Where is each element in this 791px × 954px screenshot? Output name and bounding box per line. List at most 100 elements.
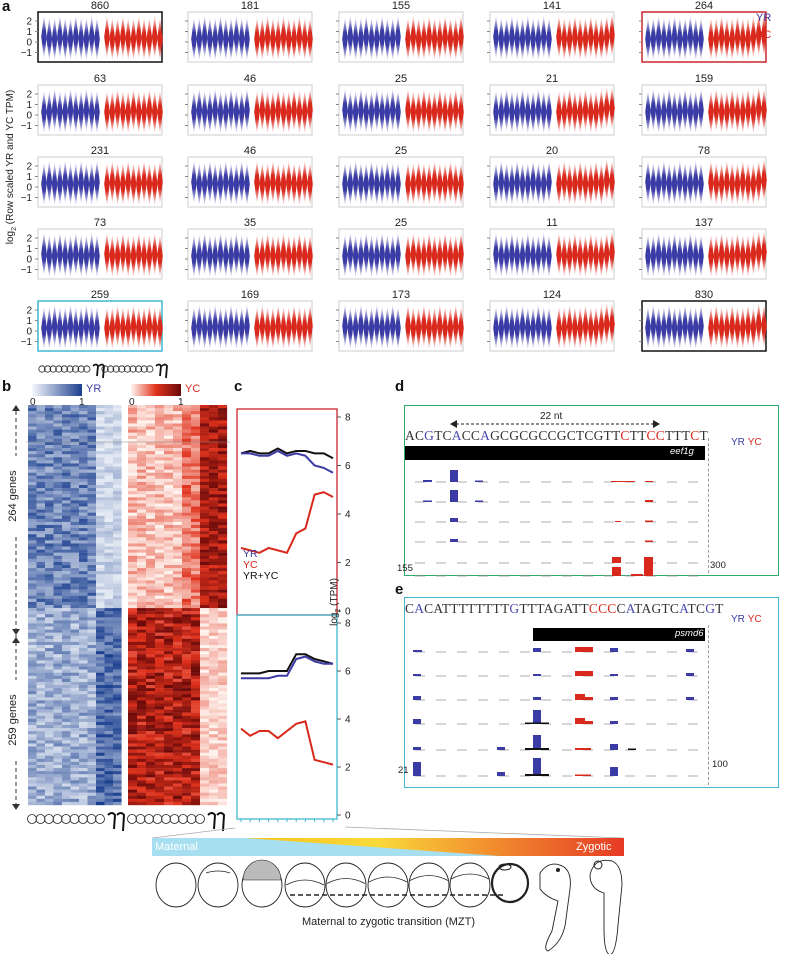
heat-cell xyxy=(96,521,105,526)
heat-cell xyxy=(191,552,201,556)
heat-cell xyxy=(79,795,88,800)
heat-cell xyxy=(209,700,219,704)
heat-cell xyxy=(53,494,63,498)
heat-cell xyxy=(182,725,192,729)
coverage-track xyxy=(415,490,698,503)
heat-cell xyxy=(182,629,192,633)
heat-cell xyxy=(155,555,165,560)
violin-yr xyxy=(358,304,364,348)
heat-cell xyxy=(53,460,63,464)
violin-yr xyxy=(352,17,359,61)
heat-cell xyxy=(218,752,228,756)
heat-cell xyxy=(70,801,80,806)
violin-yc xyxy=(415,160,422,204)
heat-cell xyxy=(155,423,165,427)
heat-cell xyxy=(200,565,210,569)
violin-yr xyxy=(384,160,391,204)
heat-cell xyxy=(70,571,80,575)
heat-cell xyxy=(155,617,165,621)
heat-cell xyxy=(62,586,71,590)
heat-cell xyxy=(155,512,165,516)
heat-cell xyxy=(191,561,201,566)
violin-yr xyxy=(671,232,678,276)
heat-cell xyxy=(173,534,183,538)
heat-cell xyxy=(104,725,114,729)
heat-cell xyxy=(164,475,174,480)
heat-cell xyxy=(104,460,114,464)
heat-cell xyxy=(200,743,210,747)
nucleotide: CATTTTTTTT xyxy=(424,601,510,616)
heat-cell xyxy=(146,758,156,763)
heat-cell xyxy=(28,786,37,790)
heat-cell xyxy=(128,663,138,667)
heat-cell xyxy=(45,709,54,713)
heat-cell xyxy=(173,571,183,575)
heat-cell xyxy=(155,552,165,556)
heat-cell xyxy=(53,789,63,793)
heat-cell xyxy=(70,706,80,710)
heat-cell xyxy=(53,795,63,800)
violin-yr xyxy=(498,306,505,350)
violin-yr xyxy=(535,304,542,348)
violin-yc xyxy=(708,90,714,134)
heat-cell xyxy=(218,598,228,603)
heat-cell xyxy=(128,801,138,806)
violin-yc xyxy=(125,90,131,134)
heat-cell xyxy=(96,592,105,596)
heat-cell xyxy=(96,734,105,738)
heat-cell xyxy=(173,435,183,440)
heat-cell xyxy=(164,525,174,529)
y-tick-label: 2 xyxy=(26,90,32,101)
heat-cell xyxy=(200,485,210,489)
heat-cell xyxy=(209,460,219,464)
heat-cell xyxy=(128,405,138,409)
violin-yr xyxy=(671,162,678,206)
heat-cell xyxy=(36,672,46,676)
heat-cell xyxy=(96,543,105,547)
heat-cell xyxy=(164,485,174,489)
heat-cell xyxy=(209,518,219,523)
heat-cell xyxy=(113,466,122,470)
heat-cell xyxy=(191,568,201,572)
heat-cell xyxy=(36,543,46,547)
heat-cell xyxy=(146,632,156,636)
heat-cell xyxy=(28,438,37,443)
heat-cell xyxy=(137,715,147,720)
heat-cell xyxy=(128,761,138,766)
embryo-icon xyxy=(72,365,80,373)
heat-cell xyxy=(104,691,114,695)
heat-cell xyxy=(104,574,114,578)
heat-cell xyxy=(53,411,63,415)
violin-yc xyxy=(729,304,735,348)
heat-cell xyxy=(155,786,165,790)
violin-yc xyxy=(109,90,116,134)
violin-yr xyxy=(78,160,84,204)
heat-cell xyxy=(62,491,71,495)
heat-cell xyxy=(218,768,228,772)
heat-cell xyxy=(70,620,80,624)
heat-cell xyxy=(182,445,192,449)
heat-cell xyxy=(164,445,174,449)
heat-cell xyxy=(209,635,219,640)
heat-cell xyxy=(104,463,114,467)
heat-cell xyxy=(104,521,114,526)
heat-cell xyxy=(104,571,114,575)
heat-cell xyxy=(200,515,210,520)
heat-cell xyxy=(87,755,97,760)
violin-yr xyxy=(238,90,245,134)
peak-yr xyxy=(413,747,421,750)
heat-cell xyxy=(209,475,219,480)
heat-cell xyxy=(104,734,114,738)
heat-cell xyxy=(28,491,37,495)
heat-cell xyxy=(200,783,210,787)
y-tick-label: −1 xyxy=(21,121,33,132)
heat-cell xyxy=(200,463,210,467)
heat-cell xyxy=(155,571,165,575)
heat-cell xyxy=(87,509,97,513)
heat-cell xyxy=(182,543,192,547)
heat-cell xyxy=(70,617,80,621)
heat-cell xyxy=(218,786,228,790)
heat-cell xyxy=(36,740,46,744)
heat-cell xyxy=(104,512,114,516)
panel-label-c: c xyxy=(234,378,243,395)
